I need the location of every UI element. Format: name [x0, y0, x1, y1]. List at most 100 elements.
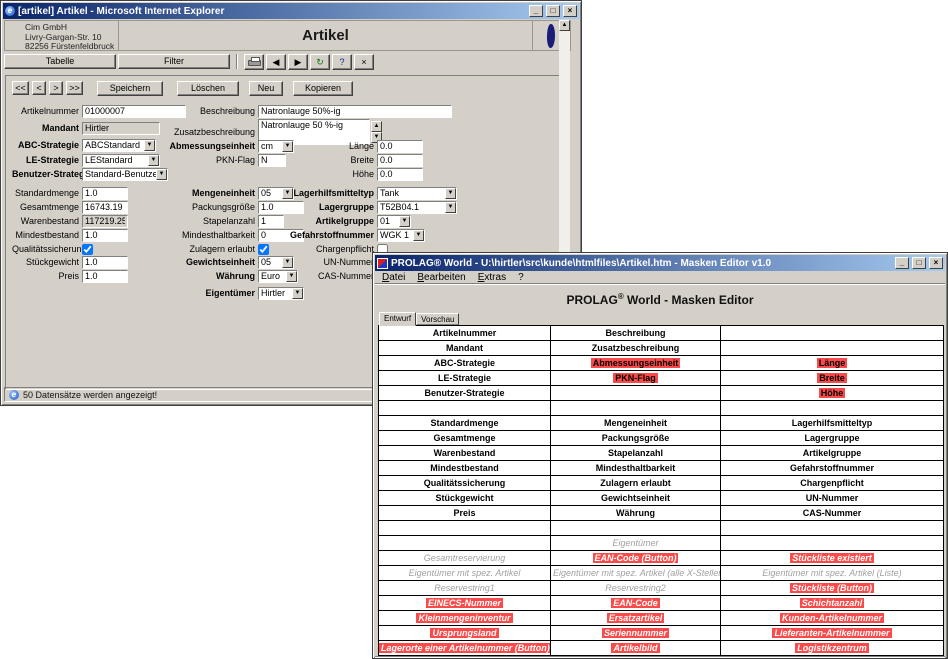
mask-cell[interactable]: EINECS-Nummer — [378, 595, 551, 611]
mask-cell[interactable]: Lagergruppe — [720, 430, 944, 446]
minimize-button[interactable]: _ — [895, 257, 909, 269]
mindesthaltbarkeit-input[interactable] — [258, 228, 304, 242]
mask-cell[interactable]: Kleinmengeninventur — [378, 610, 551, 626]
mask-cell[interactable]: Artikelnummer — [378, 325, 551, 341]
mask-cell[interactable]: Ersatzartikel — [550, 610, 721, 626]
mask-cell[interactable] — [720, 535, 944, 551]
chargenpflicht-checkbox[interactable] — [377, 243, 388, 255]
mask-cell[interactable]: Währung — [550, 505, 721, 521]
mask-cell[interactable]: Warenbestand — [378, 445, 551, 461]
menu-datei[interactable]: Datei — [382, 272, 406, 283]
lagergruppe-select[interactable]: T52B04.1 ▼ — [377, 200, 457, 214]
stueckgewicht-input[interactable] — [82, 255, 128, 269]
gewichtseinheit-select[interactable]: 05 ▼ — [258, 255, 294, 269]
mask-cell[interactable]: Mindesthaltbarkeit — [550, 460, 721, 476]
lagerhilfsmitteltyp-select[interactable]: Tank ▼ — [377, 186, 457, 200]
standardmenge-input[interactable] — [82, 186, 128, 200]
artikelgruppe-select[interactable]: 01 ▼ — [377, 214, 411, 228]
abc-strategie-select[interactable]: ABCStandard ▼ — [82, 138, 156, 152]
ie-titlebar[interactable]: e [artikel] Artikel - Microsoft Internet… — [3, 3, 579, 19]
mask-cell[interactable]: Qualitätssicherung — [378, 475, 551, 491]
mask-cell[interactable]: Standardmenge — [378, 415, 551, 431]
page-scrollbar[interactable]: ▲ — [559, 20, 570, 374]
menu-hilfe[interactable]: ? — [518, 272, 524, 283]
mask-cell[interactable]: Gefahrstoffnummer — [720, 460, 944, 476]
mask-cell[interactable] — [720, 340, 944, 356]
mask-cell[interactable]: Beschreibung — [550, 325, 721, 341]
mandant-input[interactable] — [82, 121, 160, 135]
mask-cell[interactable]: Höhe — [720, 385, 944, 401]
hoehe-input[interactable] — [377, 167, 423, 181]
next-record-button[interactable]: ▶ — [288, 53, 308, 70]
print-button[interactable] — [244, 53, 264, 70]
benutzer-strategie-select[interactable]: Standard-Benutzer ▼ — [82, 167, 168, 181]
mask-cell[interactable]: Chargenpflicht — [720, 475, 944, 491]
mask-cell[interactable] — [720, 325, 944, 341]
last-record-button[interactable]: >> — [66, 81, 83, 95]
mask-cell[interactable]: Stapelanzahl — [550, 445, 721, 461]
mask-cell[interactable]: Artikelgruppe — [720, 445, 944, 461]
mask-cell[interactable]: Mandant — [378, 340, 551, 356]
zulagern-erlaubt-checkbox[interactable] — [258, 243, 269, 255]
mask-cell[interactable]: EAN-Code (Button) — [550, 550, 721, 566]
mask-cell[interactable]: Breite — [720, 370, 944, 386]
mask-cell[interactable]: Stückgewicht — [378, 490, 551, 506]
gefahrstoffnummer-select[interactable]: WGK 1 ▼ — [377, 228, 425, 242]
breite-input[interactable] — [377, 153, 423, 167]
mask-cell[interactable]: Reservestring1 — [378, 580, 551, 596]
mask-cell[interactable]: Abmessungseinheit — [550, 355, 721, 371]
mengeneinheit-select[interactable]: 05 ▼ — [258, 186, 294, 200]
mask-cell[interactable] — [550, 385, 721, 401]
mask-cell[interactable]: Gesamtreservierung — [378, 550, 551, 566]
tab-filter[interactable]: Filter — [118, 54, 230, 69]
mask-cell[interactable] — [378, 520, 551, 536]
help-button[interactable]: ? — [332, 53, 352, 70]
mask-cell[interactable]: PKN-Flag — [550, 370, 721, 386]
mask-cell[interactable]: Zulagern erlaubt — [550, 475, 721, 491]
gesamtmenge-input[interactable] — [82, 200, 128, 214]
editor-titlebar[interactable]: PROLAG® World - U:\hirtler\src\kunde\htm… — [375, 255, 945, 271]
mask-cell[interactable] — [550, 400, 721, 416]
preis-input[interactable] — [82, 269, 128, 283]
mask-cell[interactable]: Reservestring2 — [550, 580, 721, 596]
close-button[interactable]: × — [563, 5, 577, 17]
mask-cell[interactable]: Kunden-Artikelnummer — [720, 610, 944, 626]
mask-cell[interactable]: Gesamtmenge — [378, 430, 551, 446]
maximize-button[interactable]: □ — [912, 257, 926, 269]
mask-cell[interactable]: Packungsgröße — [550, 430, 721, 446]
mask-cell[interactable]: ABC-Strategie — [378, 355, 551, 371]
mask-cell[interactable]: Eigentümer — [550, 535, 721, 551]
new-button[interactable]: Neu — [249, 80, 283, 96]
mask-cell[interactable]: Ursprungsland — [378, 625, 551, 641]
mask-cell[interactable]: Artikelbild — [550, 640, 721, 656]
menu-bearbeiten[interactable]: Bearbeiten — [417, 272, 466, 283]
mask-cell[interactable] — [378, 400, 551, 416]
refresh-button[interactable]: ↻ — [310, 53, 330, 70]
warenbestand-input[interactable] — [82, 214, 128, 228]
mask-cell[interactable]: EAN-Code — [550, 595, 721, 611]
mask-cell[interactable]: Eigentümer mit spez. Artikel (alle X-Ste… — [550, 565, 721, 581]
mask-cell[interactable]: CAS-Nummer — [720, 505, 944, 521]
qualitaetssicherung-checkbox[interactable] — [82, 243, 93, 255]
mask-cell[interactable]: Schichtanzahl — [720, 595, 944, 611]
mask-cell[interactable]: Stückliste existiert — [720, 550, 944, 566]
stapelanzahl-input[interactable] — [258, 214, 284, 228]
mask-cell[interactable]: Lieferanten-Artikelnummer — [720, 625, 944, 641]
close-button[interactable]: × — [929, 257, 943, 269]
laenge-input[interactable] — [377, 139, 423, 153]
mask-cell[interactable] — [720, 400, 944, 416]
tab-entwurf[interactable]: Entwurf — [379, 312, 417, 326]
textarea-scrollbar[interactable]: ▲ ▼ — [371, 120, 382, 143]
mask-cell[interactable]: Länge — [720, 355, 944, 371]
mask-cell[interactable]: Logistikzentrum — [720, 640, 944, 656]
mask-cell[interactable] — [378, 535, 551, 551]
le-strategie-select[interactable]: LEStandard ▼ — [82, 153, 160, 167]
artikelnummer-input[interactable] — [82, 104, 186, 118]
delete-button[interactable]: Löschen — [177, 80, 239, 96]
save-button[interactable]: Speichern — [97, 80, 163, 96]
mindestbestand-input[interactable] — [82, 228, 128, 242]
mask-cell[interactable]: Mengeneinheit — [550, 415, 721, 431]
scroll-up-icon[interactable]: ▲ — [559, 20, 570, 31]
mask-cell[interactable]: UN-Nummer — [720, 490, 944, 506]
minimize-button[interactable]: _ — [529, 5, 543, 17]
